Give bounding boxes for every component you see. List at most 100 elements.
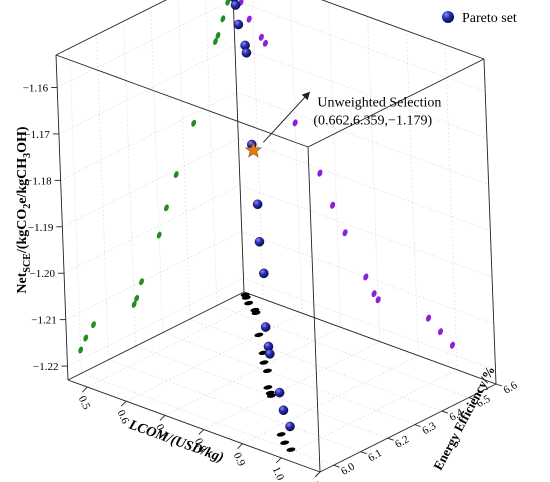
left-wall-projection-point xyxy=(191,119,197,127)
left-wall-projection-point xyxy=(131,300,137,308)
left-wall-projection-point xyxy=(139,278,144,286)
selection-star-marker xyxy=(244,141,262,158)
frame-edge-8 xyxy=(55,0,168,56)
grid-line-z-left xyxy=(58,45,236,135)
back-wall-pane xyxy=(233,0,496,384)
grid-line-z-back xyxy=(241,231,494,324)
grid-line-z-back xyxy=(243,277,496,371)
z-label-sub3: 3 xyxy=(22,153,33,158)
z-tick-label: −1.18 xyxy=(26,175,52,187)
frame-edge-5 xyxy=(232,0,245,293)
grid-line-x-floor xyxy=(203,341,380,430)
grid-line-x-floor xyxy=(281,369,458,459)
floor-projection-point xyxy=(259,360,269,365)
y-tick-label: 6.0 xyxy=(339,460,357,478)
pareto-point xyxy=(230,0,241,10)
grid-line-z-left xyxy=(57,0,233,88)
z-label-main: Net xyxy=(15,272,30,293)
x-tick-label: 0.5 xyxy=(76,394,93,412)
z-tick-label: −1.22 xyxy=(33,361,58,373)
y-tick-label: 6.2 xyxy=(393,433,411,450)
back-wall-projection-point xyxy=(262,39,268,47)
z-tick-label: −1.21 xyxy=(31,315,56,327)
back-wall-projection-point xyxy=(449,341,456,349)
left-wall-projection-point xyxy=(156,231,162,239)
x-tick-label: 0.9 xyxy=(231,451,248,469)
x-tick-mark xyxy=(159,415,166,421)
z-label-tail: OH) xyxy=(15,126,30,153)
tick-labels: 0.50.60.70.80.91.01.16.06.16.26.36.46.56… xyxy=(23,83,520,482)
pareto-points xyxy=(230,0,295,432)
grid-line-y-floor xyxy=(135,345,388,439)
frame-edge-3 xyxy=(67,291,245,381)
pareto-point xyxy=(274,387,285,398)
annotation-arrow xyxy=(263,91,311,143)
floor-projection-point xyxy=(276,432,286,437)
z-axis-label: NetSCE/(kgCO2e/kgCH3OH) xyxy=(15,126,33,293)
floor-projection-point xyxy=(241,295,251,300)
back-wall-projection-point xyxy=(363,273,369,281)
grid-line-z-left xyxy=(63,184,241,274)
frame-edge-1 xyxy=(319,383,497,473)
grid-line-x-floor xyxy=(87,298,264,388)
z-label-rest: /(kgCO xyxy=(15,209,30,254)
annotation-title: Unweighted Selection xyxy=(317,95,441,110)
pareto-point xyxy=(278,405,289,416)
x-tick-label: 0.8 xyxy=(192,437,209,455)
grid-line-y-floor xyxy=(216,305,470,398)
left-wall-projection-point xyxy=(83,334,89,342)
x-tick-label: 0.7 xyxy=(153,422,170,440)
back-wall-projection-point xyxy=(330,201,336,209)
unweighted-selection-annotation: Unweighted Selection (0.662,6.359,−1.179… xyxy=(244,91,441,158)
left-wall-projection-point xyxy=(91,321,96,329)
pareto-point xyxy=(259,268,269,279)
y-tick-label: 6.3 xyxy=(420,420,438,438)
back-wall-projection-point xyxy=(292,119,298,127)
grid-line-z-back xyxy=(239,184,493,278)
grid-line-z-back xyxy=(234,45,488,139)
grid-line-z-back xyxy=(236,92,489,185)
floor-projection-point xyxy=(266,393,276,398)
grid-line-x-floor xyxy=(164,327,342,416)
left-wall-projection-point xyxy=(225,0,231,6)
x-tick-mark xyxy=(237,443,243,450)
frame-edge-6 xyxy=(483,58,497,385)
left-wall-projection-point xyxy=(164,204,169,212)
frame-edge-4 xyxy=(55,54,69,381)
floor-projection-point xyxy=(280,440,290,445)
grid-line-z-back xyxy=(233,0,486,92)
legend: Pareto set xyxy=(442,11,517,26)
back-wall-projection-point xyxy=(342,229,348,237)
left-wall-projection-point xyxy=(213,38,218,45)
x-tick-label: 1.1 xyxy=(308,479,325,482)
floor-projection-point xyxy=(251,310,261,316)
x-tick-mark xyxy=(82,386,88,393)
projection-lcom-emission xyxy=(78,0,231,354)
back-wall-projection-point xyxy=(371,290,377,298)
z-label-sub: SCE xyxy=(22,253,33,273)
pareto-point xyxy=(260,322,271,332)
back-wall-projection-point xyxy=(437,328,444,336)
grid-line-y-floor xyxy=(162,332,415,425)
y-tick-mark xyxy=(441,410,448,414)
x-tick-mark xyxy=(314,471,321,478)
x-tick-mark xyxy=(120,400,127,407)
frame-edge-2 xyxy=(243,291,497,385)
frame-edge-7 xyxy=(307,146,321,473)
frame-edge-10 xyxy=(307,58,485,148)
grid-line-z-left xyxy=(65,231,242,320)
pareto-point xyxy=(252,199,263,210)
y-tick-label: 6.6 xyxy=(502,379,520,397)
pareto-point xyxy=(233,19,244,30)
floor-projection-point xyxy=(262,368,272,374)
grid-line-x-floor xyxy=(126,312,303,402)
x-tick-label: 1.0 xyxy=(270,465,287,482)
z-label-sub2: 2 xyxy=(22,204,33,209)
z-tick-label: −1.17 xyxy=(24,129,50,141)
projection-lcom-efficiency xyxy=(240,292,296,452)
frame-edge-9 xyxy=(321,0,485,60)
back-wall-projection-point xyxy=(317,169,323,177)
z-tick-label: −1.20 xyxy=(30,268,56,280)
y-tick-mark xyxy=(360,451,367,455)
z-label-end: e/kgCH xyxy=(15,158,30,204)
